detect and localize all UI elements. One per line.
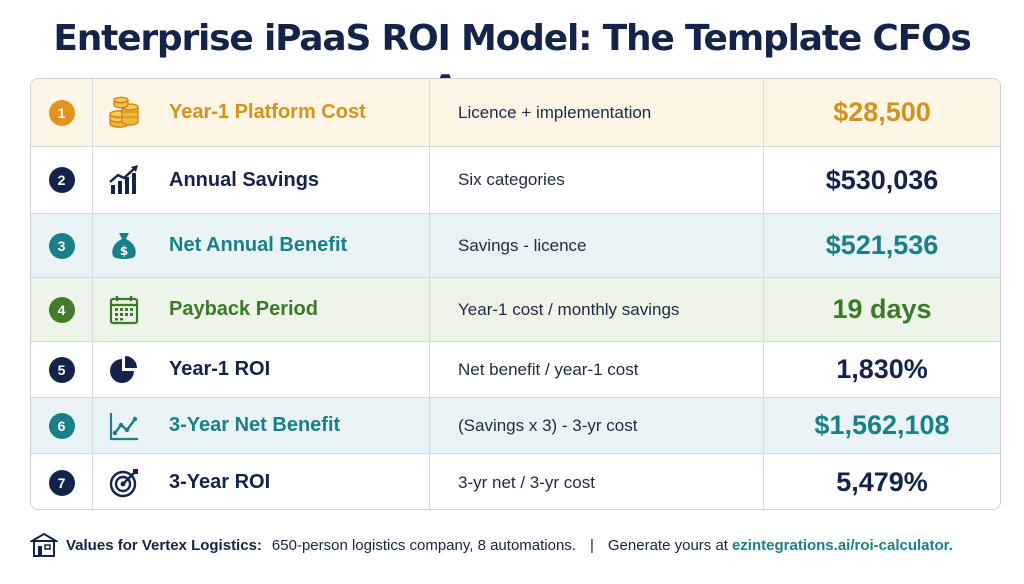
row-description: (Savings x 3) - 3-yr cost <box>430 398 764 453</box>
table-row-3year-roi: 7 3-Year ROI 3-yr net / 3-yr cost 5,479% <box>31 454 1000 509</box>
money-bag-icon: $ <box>93 214 155 277</box>
line-chart-icon <box>93 398 155 453</box>
row-description: 3-yr net / 3-yr cost <box>430 454 764 509</box>
row-value: $1,562,108 <box>814 410 950 440</box>
row-label: Year-1 Platform Cost <box>155 79 430 146</box>
row-value: 5,479% <box>836 467 928 497</box>
table-row-year1-platform-cost: 1 <box>31 79 1000 147</box>
row-value: $28,500 <box>833 97 931 127</box>
footer-note: Values for Vertex Logistics: 650-person … <box>30 528 1001 562</box>
row-number-badge: 3 <box>48 232 75 259</box>
row-value: 19 days <box>832 294 932 324</box>
row-value: 1,830% <box>836 354 928 384</box>
row-number-badge: 2 <box>48 167 75 193</box>
row-number-badge: 1 <box>48 99 75 126</box>
footer-cta: Generate yours at <box>607 536 728 554</box>
table-row-annual-savings: 2 Annual Savings Six categories $530,036 <box>31 147 1000 214</box>
row-label: 3-Year ROI <box>155 454 430 509</box>
table-row-3year-net-benefit: 6 3-Year Net Benefit (Savings x 3) - 3-y… <box>31 398 1000 454</box>
footer-detail: 650-person logistics company, 8 automati… <box>271 536 576 554</box>
row-number-badge: 4 <box>48 296 75 323</box>
footer-lead: Values for Vertex Logistics: <box>66 536 262 554</box>
table-row-payback-period: 4 Payback Period Year-1 cost / monthly s… <box>31 278 1000 342</box>
footer-separator: | <box>589 536 594 554</box>
row-number-badge: 6 <box>48 412 75 439</box>
table-row-net-annual-benefit: 3 $ Net Annual Benefit Savings - licence… <box>31 214 1000 278</box>
row-value: $521,536 <box>825 230 939 260</box>
svg-text:$: $ <box>120 244 128 258</box>
building-icon <box>30 532 58 557</box>
coins-icon <box>93 79 155 146</box>
row-description: Savings - licence <box>430 214 764 277</box>
row-description: Licence + implementation <box>430 79 764 146</box>
row-value: $530,036 <box>825 164 939 195</box>
calendar-icon <box>93 278 155 341</box>
row-label: Net Annual Benefit <box>155 214 430 277</box>
row-label: 3-Year Net Benefit <box>155 398 430 453</box>
row-label: Payback Period <box>155 278 430 341</box>
roi-calculator-link[interactable]: ezintegrations.ai/roi-calculator. <box>731 536 953 554</box>
table-row-year1-roi: 5 Year-1 ROI Net benefit / year-1 cost 1… <box>31 342 1000 398</box>
row-description: Six categories <box>430 147 764 213</box>
row-number-badge: 5 <box>48 356 75 383</box>
target-icon <box>93 454 155 509</box>
row-label: Annual Savings <box>155 147 430 213</box>
roi-table: 1 <box>30 78 1001 510</box>
row-description: Year-1 cost / monthly savings <box>430 278 764 341</box>
row-description: Net benefit / year-1 cost <box>430 342 764 397</box>
growth-chart-icon <box>93 147 155 213</box>
pie-chart-icon <box>93 342 155 397</box>
row-number-badge: 7 <box>48 469 75 496</box>
row-label: Year-1 ROI <box>155 342 430 397</box>
